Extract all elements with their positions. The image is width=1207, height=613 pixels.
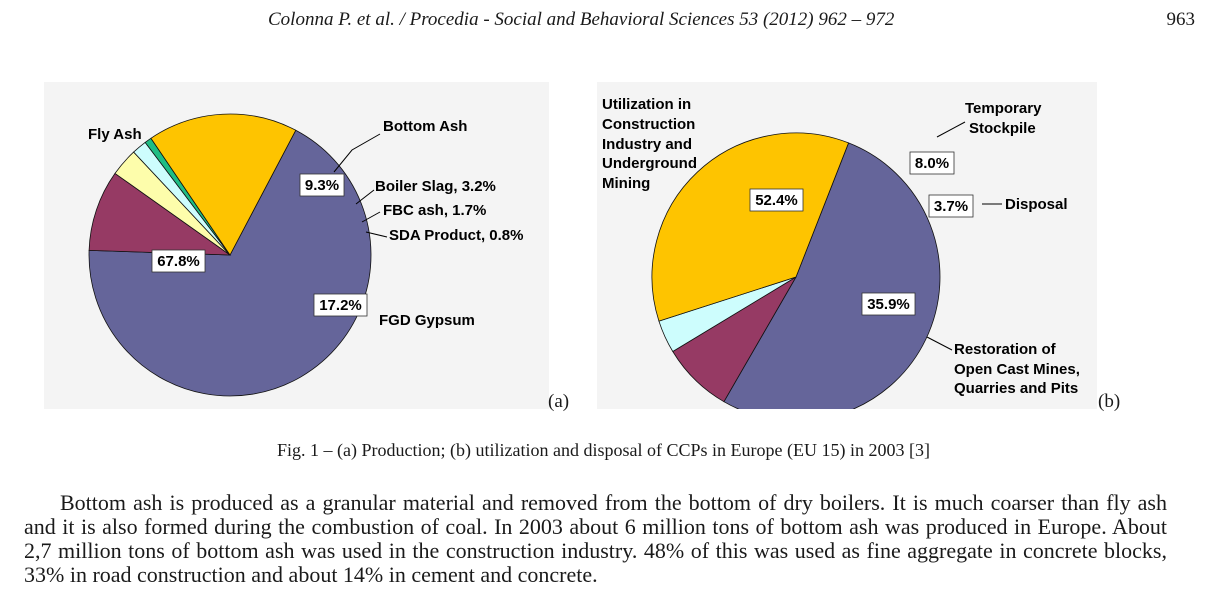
category-label-utilization-in: Utilization in [602,96,691,113]
pie-slice-utilization-in-construction-industry-and-underground-mining [723,142,941,409]
leader-line [936,121,966,138]
value-label-box [313,293,368,317]
running-head: Colonna P. et al. / Procedia - Social an… [268,9,895,30]
category-label-fbc-ash-1-7: FBC ash, 1.7% [383,202,486,219]
pie-slice-fly-ash [88,129,372,397]
panel-a-tag: (a) [548,391,570,412]
category-label-quarries-and-pits: Quarries and Pits [954,380,1078,397]
leader-line [365,231,388,238]
pie-slice-restoration-of-open-cast-mines-quarries-and-pits [651,132,850,322]
category-label-sda-product-0-8: SDA Product, 0.8% [389,227,523,244]
value-label-box [151,249,206,273]
value-label-8-0: 8.0% [915,155,949,172]
category-label-construction: Construction [602,116,695,133]
category-label-stockpile: Stockpile [969,120,1036,137]
value-label-52-4: 52.4% [755,192,798,209]
figure-caption: Fig. 1 – (a) Production; (b) utilization… [277,440,930,460]
category-label-underground: Underground [602,155,697,172]
value-label-box [861,292,916,316]
pie-slice-bottom-ash [88,172,232,256]
category-label-bottom-ash: Bottom Ash [383,118,467,135]
value-label-box [749,188,804,212]
category-label-temporary: Temporary [965,100,1042,117]
panel-b-tag: (b) [1098,391,1121,412]
category-label-fgd-gypsum: FGD Gypsum [379,312,475,329]
pie-slice-fgd-gypsum [150,113,297,256]
value-label-box [928,194,974,218]
category-label-restoration-of: Restoration of [954,341,1057,358]
figure-1a-pie-chart: 67.8% 9.3% 17.2% Fly Ash Bottom Ash Boiler Sl… [44,82,549,409]
body-paragraph: Bottom ash is produced as a granular mat… [24,490,1167,587]
leader-line [926,336,953,351]
category-label-industry-and: Industry and [602,136,692,153]
value-label-3-7: 3.7% [934,198,968,215]
category-label-disposal: Disposal [1005,196,1068,213]
figure-1b-pie-chart: 52.4% 8.0% 3.7% 35.9% Utilization in Construc… [597,82,1097,409]
category-label-fly-ash: Fly Ash [88,126,142,143]
value-label-67-8: 67.8% [157,253,200,270]
value-label-box [299,173,345,197]
page-number: 963 [1166,9,1196,30]
value-label-17-2: 17.2% [319,297,362,314]
value-label-35-9: 35.9% [867,296,910,313]
leader-line [361,211,381,223]
category-label-mining: Mining [602,175,650,192]
value-label-box [909,151,955,175]
leader-line [333,133,381,173]
leader-line [355,189,375,205]
value-label-9-3: 9.3% [305,177,339,194]
category-label-open-cast-mines: Open Cast Mines, [954,361,1080,378]
category-label-boiler-slag-3-2: Boiler Slag, 3.2% [375,178,496,195]
